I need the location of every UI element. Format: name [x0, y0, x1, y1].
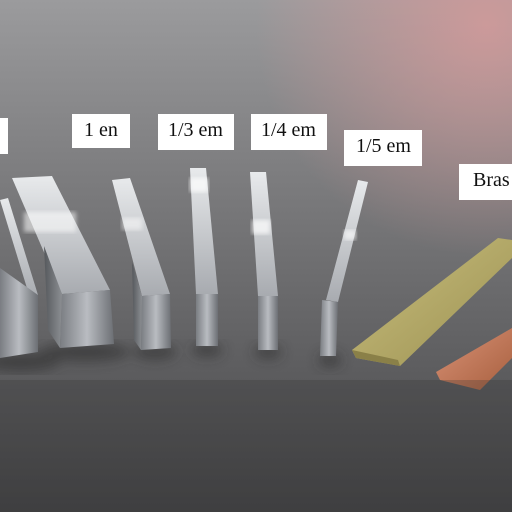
label-brass: Bras — [459, 164, 512, 200]
slug-1-en — [12, 176, 114, 348]
slug-1-3-em — [112, 178, 171, 350]
label-1-5-em: 1/5 em — [344, 130, 422, 166]
brass-strip — [352, 238, 512, 366]
label-left-partial — [0, 118, 8, 154]
label-1-4-em: 1/4 em — [251, 114, 327, 150]
slug-1-4-em-b — [250, 172, 278, 350]
foreground-vignette — [0, 380, 512, 512]
slug-large-left — [0, 198, 38, 358]
label-1-3-em: 1/3 em — [158, 114, 234, 150]
copper-strip — [436, 328, 512, 390]
slug-1-4-em-a — [190, 168, 218, 346]
label-1-en: 1 en — [72, 114, 130, 148]
slug-1-5-em — [320, 180, 368, 356]
